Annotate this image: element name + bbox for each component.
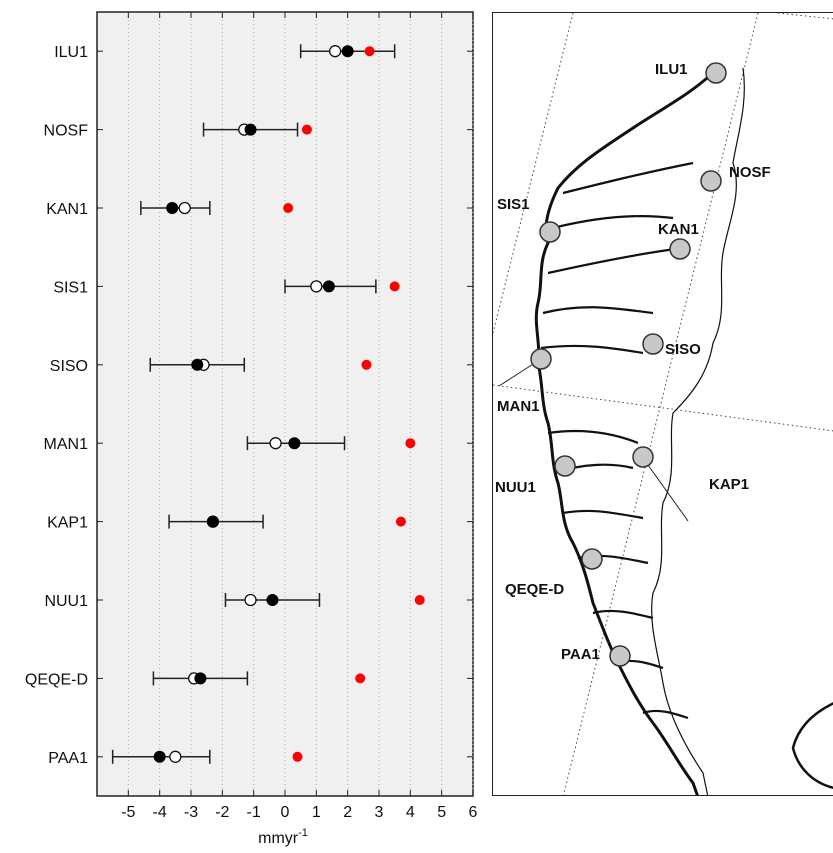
station-sis1 [539, 221, 561, 243]
point-open [269, 437, 282, 450]
y-tick-label: SISO [50, 358, 88, 375]
x-tick-label: 5 [437, 804, 446, 821]
y-tick-label: PAA1 [48, 750, 88, 767]
point-red [395, 516, 406, 527]
map-label-man1: MAN1 [497, 398, 540, 415]
point-filled-black [191, 358, 204, 371]
x-tick-label: -1 [247, 804, 261, 821]
point-filled-black [322, 280, 335, 293]
x-tick-label: -5 [121, 804, 135, 821]
point-red [361, 359, 372, 370]
point-red [414, 595, 425, 605]
x-axis: -5 -4 -3 -2 -1 0 1 2 3 4 5 6 [121, 12, 478, 821]
x-tick-label: 4 [406, 804, 415, 821]
map-label-paa1: PAA1 [561, 646, 600, 663]
point-filled-black [288, 437, 301, 450]
point-filled-black [153, 750, 166, 763]
coastline-east [791, 702, 833, 790]
station-man1 [530, 348, 552, 370]
x-tick-label: 1 [312, 804, 321, 821]
station-kap1 [632, 446, 654, 468]
y-tick-label: NUU1 [44, 593, 88, 610]
station-siso [642, 333, 664, 355]
y-tick-label: SIS1 [53, 279, 88, 296]
x-tick-label: -2 [215, 804, 229, 821]
x-tick-label: 2 [343, 804, 352, 821]
grid-lines [127, 12, 474, 796]
x-tick-label: -3 [184, 804, 198, 821]
map-label-ilu1: ILU1 [655, 61, 688, 78]
point-open [310, 280, 323, 293]
point-open [169, 750, 182, 763]
map-panel: ILU1 NOSF SIS1 KAN1 SISO MAN1 NUU1 KAP1 … [492, 12, 833, 796]
x-tick-label: 6 [469, 804, 478, 821]
y-tick-label: QEQE-D [25, 671, 88, 688]
station-qeqe-d [581, 548, 603, 570]
y-tick-label: ILU1 [54, 44, 88, 61]
point-red [292, 751, 303, 762]
kap1-leader [642, 457, 689, 522]
point-filled-black [206, 515, 219, 528]
station-paa1 [609, 645, 631, 667]
station-nuu1 [554, 455, 576, 477]
point-filled-black [244, 123, 257, 136]
point-open [244, 593, 257, 607]
point-red [283, 203, 294, 213]
point-filled-black [166, 202, 179, 214]
map-label-sis1: SIS1 [497, 196, 530, 213]
y-tick-label: KAP1 [47, 515, 88, 532]
point-open [178, 201, 191, 215]
graticule [493, 13, 833, 795]
chart-marks [111, 44, 425, 764]
map-label-nosf: NOSF [729, 164, 771, 181]
coastline-inland [651, 67, 745, 795]
y-tick-label: MAN1 [44, 436, 89, 453]
y-axis: ILU1 NOSF KAN1 SIS1 SISO MAN1 KAP1 NUU1 QEQE-D PA… [25, 44, 473, 767]
x-tick-label: -4 [153, 804, 167, 821]
map-label-nuu1: NUU1 [495, 479, 536, 496]
point-filled-black [194, 672, 207, 685]
x-tick-label: 3 [375, 804, 384, 821]
map-label-kap1: KAP1 [709, 476, 750, 493]
x-axis-label: mmyr-1 [258, 827, 308, 847]
coastline-map [493, 13, 833, 795]
y-tick-label: NOSF [44, 123, 89, 140]
map-label-siso: SISO [665, 341, 701, 358]
station-nosf [700, 170, 722, 192]
stations [530, 62, 727, 667]
point-red [405, 438, 416, 449]
y-tick-label: KAN1 [46, 201, 88, 218]
point-red [301, 124, 312, 135]
point-filled-black [266, 594, 279, 606]
point-filled-black [341, 45, 354, 58]
station-ilu1 [705, 62, 727, 84]
point-red [355, 673, 366, 684]
point-red [389, 281, 400, 292]
point-red [364, 46, 375, 57]
map-label-kan1: KAN1 [658, 221, 699, 238]
dot-plot-chart: ILU1 NOSF KAN1 SIS1 SISO MAN1 KAP1 NUU1 QEQE-D PA… [25, 11, 478, 847]
map-label-qeqe-d: QEQE-D [505, 581, 565, 598]
x-tick-label: 0 [281, 804, 290, 821]
station-kan1 [669, 238, 691, 260]
point-open [328, 45, 342, 58]
